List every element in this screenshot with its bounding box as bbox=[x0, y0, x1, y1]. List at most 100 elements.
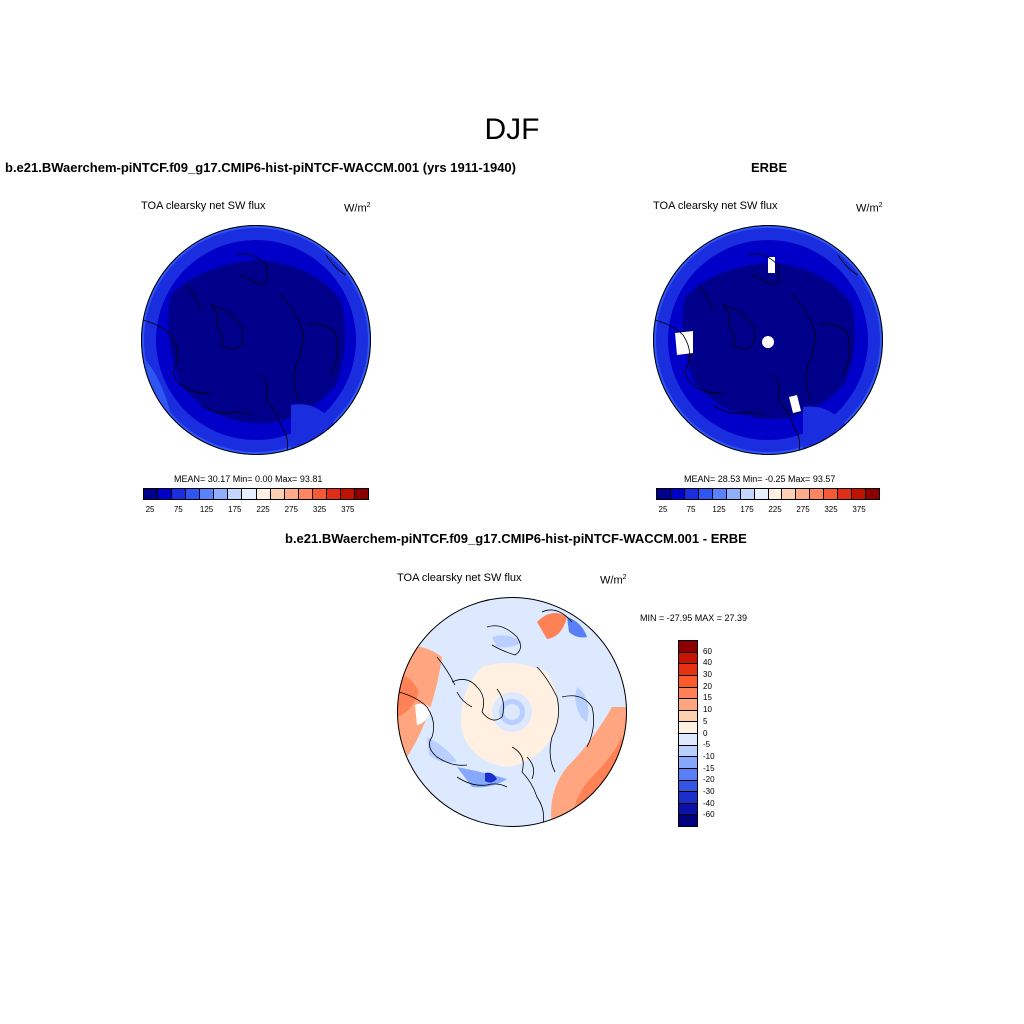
colorbar-swatch bbox=[740, 489, 755, 499]
model-panel-title: b.e21.BWaerchem-piNTCF.f09_g17.CMIP6-his… bbox=[5, 160, 516, 175]
model-stats: MEAN= 30.17 Min= 0.00 Max= 93.81 bbox=[174, 474, 323, 484]
colorbar-tick-label: 325 bbox=[312, 505, 327, 514]
colorbar-swatch bbox=[698, 489, 713, 499]
colorbar-swatch bbox=[679, 745, 697, 758]
colorbar-swatch bbox=[679, 734, 697, 746]
model-colorbar bbox=[143, 488, 369, 500]
colorbar-swatch bbox=[679, 722, 697, 734]
colorbar-tick-label: 5 bbox=[703, 716, 708, 726]
colorbar-swatch bbox=[679, 641, 697, 653]
colorbar-tick-label: 175 bbox=[740, 505, 754, 514]
colorbar-swatch bbox=[679, 792, 697, 804]
colorbar-swatch bbox=[838, 489, 853, 499]
colorbar-swatch bbox=[726, 489, 741, 499]
colorbar-swatch bbox=[679, 675, 697, 688]
colorbar-swatch bbox=[679, 768, 697, 781]
colorbar-swatch bbox=[340, 489, 355, 499]
colorbar-tick-label: 125 bbox=[712, 505, 726, 514]
colorbar-tick-label: 75 bbox=[173, 505, 183, 514]
model-field-name: TOA clearsky net SW flux bbox=[141, 200, 266, 212]
colorbar-tick-label: 275 bbox=[284, 505, 298, 514]
colorbar-tick-label: -30 bbox=[703, 786, 715, 796]
diff-colorbar bbox=[678, 640, 698, 827]
colorbar-tick-label: 75 bbox=[686, 505, 696, 514]
obs-colorbar bbox=[656, 488, 880, 500]
model-units: W/m2 bbox=[344, 202, 371, 215]
model-colorbar-ticks: 25 75 125 175 225 275 325 375 bbox=[143, 505, 369, 517]
colorbar-swatch bbox=[782, 489, 797, 499]
diff-minmax: MIN = -27.95 MAX = 27.39 bbox=[640, 613, 748, 623]
colorbar-swatch bbox=[312, 489, 327, 499]
colorbar-swatch bbox=[214, 489, 229, 499]
colorbar-swatch bbox=[796, 489, 811, 499]
season-title: DJF bbox=[484, 113, 540, 146]
colorbar-tick-label: 125 bbox=[199, 505, 214, 514]
colorbar-tick-label: 0 bbox=[703, 728, 708, 738]
colorbar-tick-label: 375 bbox=[341, 505, 355, 514]
colorbar-tick-label: 175 bbox=[228, 505, 242, 514]
colorbar-tick-label: 225 bbox=[256, 505, 270, 514]
colorbar-tick-label: -20 bbox=[703, 775, 715, 785]
colorbar-tick-label: -5 bbox=[703, 740, 711, 750]
colorbar-swatch bbox=[712, 489, 727, 499]
colorbar-tick-label: 225 bbox=[768, 505, 782, 514]
colorbar-swatch bbox=[754, 489, 769, 499]
colorbar-tick-label: 25 bbox=[145, 505, 155, 514]
colorbar-swatch bbox=[256, 489, 271, 499]
colorbar-swatch bbox=[810, 489, 825, 499]
colorbar-tick-label: 20 bbox=[703, 681, 712, 691]
colorbar-tick-label: -10 bbox=[703, 751, 715, 761]
colorbar-swatch bbox=[270, 489, 285, 499]
colorbar-tick-label: 325 bbox=[824, 505, 838, 514]
colorbar-tick-label: 25 bbox=[658, 505, 668, 514]
colorbar-tick-label: 275 bbox=[796, 505, 810, 514]
colorbar-swatch bbox=[284, 489, 299, 499]
colorbar-tick-label: 60 bbox=[703, 646, 712, 656]
colorbar-swatch bbox=[228, 489, 243, 499]
colorbar-tick-label: 15 bbox=[703, 693, 712, 703]
colorbar-tick-label: 40 bbox=[703, 658, 712, 668]
obs-polar-map bbox=[653, 225, 883, 455]
colorbar-swatch bbox=[679, 780, 697, 793]
colorbar-tick-label: 10 bbox=[703, 705, 712, 715]
colorbar-swatch bbox=[679, 815, 697, 826]
colorbar-swatch bbox=[144, 489, 159, 499]
diff-units: W/m2 bbox=[600, 574, 627, 587]
colorbar-swatch bbox=[172, 489, 187, 499]
colorbar-swatch bbox=[200, 489, 215, 499]
colorbar-swatch bbox=[768, 489, 783, 499]
colorbar-swatch bbox=[679, 803, 697, 816]
colorbar-swatch bbox=[298, 489, 313, 499]
colorbar-swatch bbox=[242, 489, 257, 499]
colorbar-swatch bbox=[866, 489, 879, 499]
diff-colorbar-ticks: 60 40 30 20 15 10 5 0 -5 -10 -15 -20 -30 -40 -60 bbox=[703, 640, 733, 827]
diff-field-name: TOA clearsky net SW flux bbox=[397, 572, 522, 584]
colorbar-swatch bbox=[684, 489, 699, 499]
model-polar-map bbox=[141, 225, 371, 455]
colorbar-swatch bbox=[657, 489, 671, 499]
colorbar-swatch bbox=[679, 652, 697, 665]
colorbar-swatch bbox=[679, 699, 697, 711]
colorbar-tick-label: -60 bbox=[703, 810, 715, 820]
colorbar-swatch bbox=[852, 489, 867, 499]
colorbar-swatch bbox=[824, 489, 839, 499]
obs-field-name: TOA clearsky net SW flux bbox=[653, 200, 778, 212]
colorbar-swatch bbox=[670, 489, 685, 499]
obs-colorbar-ticks: 25 75 125 175 225 275 325 375 bbox=[656, 505, 880, 517]
colorbar-swatch bbox=[679, 710, 697, 723]
colorbar-swatch bbox=[679, 664, 697, 676]
diff-polar-map bbox=[397, 597, 627, 827]
colorbar-swatch bbox=[354, 489, 368, 499]
obs-panel-title: ERBE bbox=[751, 160, 788, 175]
colorbar-swatch bbox=[326, 489, 341, 499]
obs-units: W/m2 bbox=[856, 202, 883, 215]
colorbar-swatch bbox=[679, 757, 697, 769]
colorbar-tick-label: 30 bbox=[703, 670, 712, 680]
colorbar-swatch bbox=[158, 489, 173, 499]
colorbar-swatch bbox=[186, 489, 201, 499]
diff-panel-title: b.e21.BWaerchem-piNTCF.f09_g17.CMIP6-his… bbox=[285, 531, 747, 546]
colorbar-swatch bbox=[679, 687, 697, 700]
colorbar-tick-label: -15 bbox=[703, 763, 715, 773]
obs-stats: MEAN= 28.53 Min= -0.25 Max= 93.57 bbox=[684, 474, 836, 484]
colorbar-tick-label: -40 bbox=[703, 798, 715, 808]
